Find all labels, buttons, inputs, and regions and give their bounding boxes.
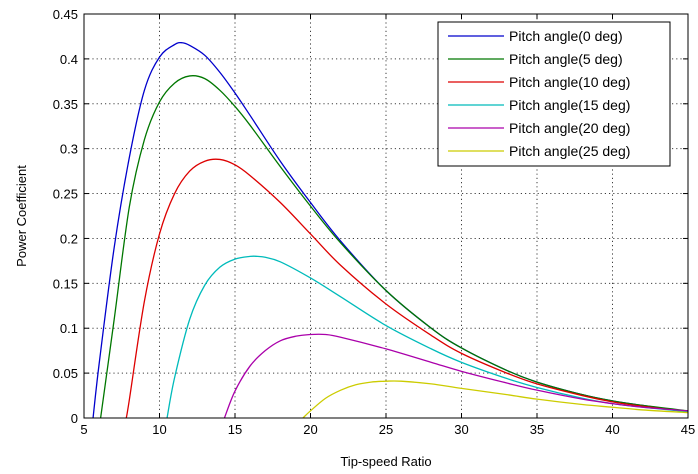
y-tick-label: 0.4 (60, 52, 78, 67)
grid (84, 14, 688, 418)
x-tick-label: 5 (80, 422, 87, 437)
x-tick-label: 35 (530, 422, 544, 437)
legend: Pitch angle(0 deg) Pitch angle(5 deg) Pitc… (437, 21, 671, 167)
y-tick-label: 0.3 (60, 142, 78, 157)
y-tick-label: 0.2 (60, 231, 78, 246)
series-layer (92, 41, 689, 419)
y-tick-label: 0.25 (53, 187, 78, 202)
y-tick-label: 0.45 (53, 7, 78, 22)
legend-label-3: Pitch angle(15 deg) (509, 97, 630, 113)
series-line-1 (99, 75, 689, 419)
x-tick-label: 40 (605, 422, 619, 437)
legend-label-1: Pitch angle(5 deg) (509, 51, 623, 67)
y-tick-label: 0.1 (60, 321, 78, 336)
x-tick-label: 10 (152, 422, 166, 437)
x-tick-label: 15 (228, 422, 242, 437)
legend-label-4: Pitch angle(20 deg) (509, 120, 630, 136)
y-tick-label: 0.35 (53, 97, 78, 112)
x-tick-label: 45 (681, 422, 695, 437)
x-tick-label: 30 (454, 422, 468, 437)
legend-label-5: Pitch angle(25 deg) (509, 143, 630, 159)
x-tick-label: 25 (379, 422, 393, 437)
y-axis-title: Power Coefficient (14, 165, 29, 267)
y-tick-label: 0.15 (53, 276, 78, 291)
series-line-2 (125, 158, 689, 419)
legend-box (437, 21, 671, 167)
tick-labels: 5 10 15 20 25 30 35 40 45 0 0.05 0.1 0.15 0.2 0.25 0.3 0… (53, 7, 696, 437)
y-tick-label: 0.05 (53, 366, 78, 381)
series-line-5 (302, 380, 689, 419)
y-tick-label: 0 (71, 411, 78, 426)
ticks (83, 13, 689, 419)
legend-label-2: Pitch angle(10 deg) (509, 74, 630, 90)
series-line-4 (223, 333, 689, 419)
series-line-3 (166, 255, 689, 419)
legend-label-0: Pitch angle(0 deg) (509, 28, 623, 44)
x-tick-label: 20 (303, 422, 317, 437)
x-axis-title: Tip-speed Ratio (340, 454, 431, 469)
